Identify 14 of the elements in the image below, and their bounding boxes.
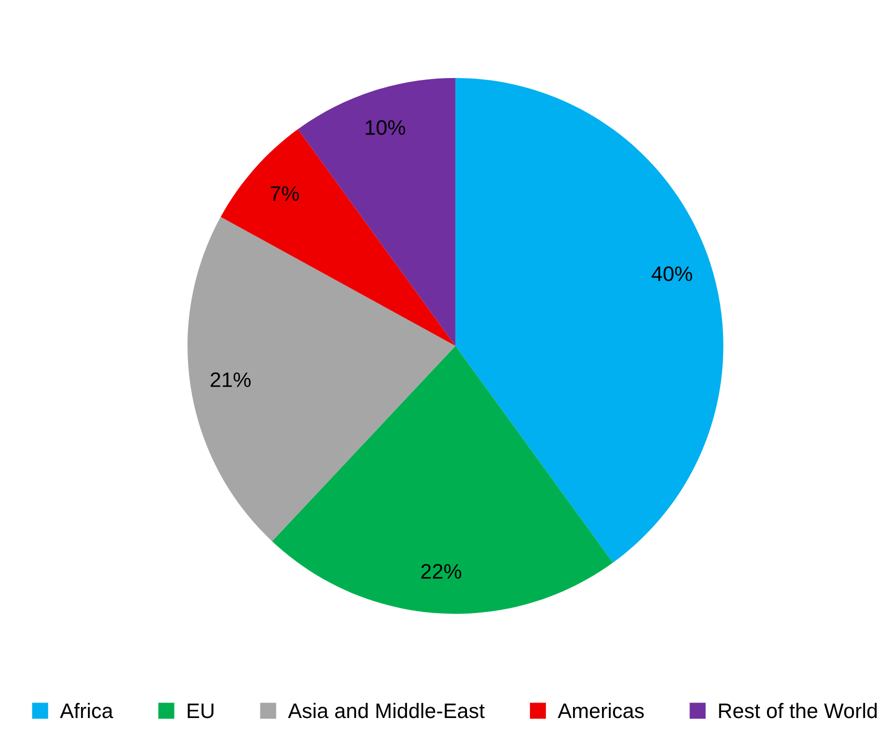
data-label: 21% [210,372,251,388]
legend-label: Rest of the World [719,702,877,718]
pie-slice [455,78,724,563]
pie-slice [188,216,456,542]
data-label: 40% [652,266,692,282]
legend-label: Africa [60,702,114,718]
data-label: 7% [270,186,299,201]
legend-label: Americas [558,702,644,718]
data-label: 22% [421,564,462,579]
legend-label: Asia and Middle-East [288,702,485,718]
pie-slice [298,78,456,346]
data-label: 10% [366,120,406,135]
legend-label: EU [188,704,214,718]
pie-slice [272,346,613,614]
